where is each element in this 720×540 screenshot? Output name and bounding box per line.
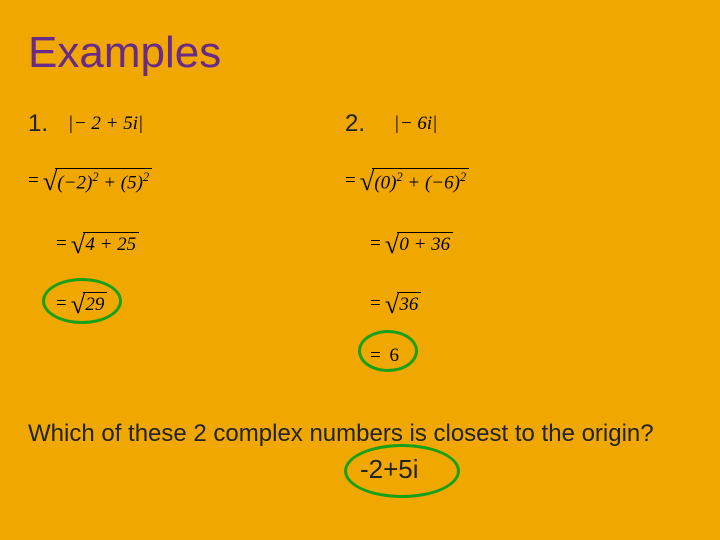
expr-2-inner: − 6 — [400, 113, 427, 135]
expr-1-inner: − 2 + 5 — [74, 113, 133, 135]
expr-2-absolute-value: |− 6i| — [394, 108, 462, 140]
example-number-1: 1. — [28, 110, 48, 138]
col1-step2: = √4 + 25 — [56, 225, 176, 263]
col2-step2: = √0 + 36 — [370, 225, 490, 263]
expr-1-absolute-value: |− 2 + 5i| — [68, 108, 178, 140]
col2-step3-value: 36 — [397, 292, 421, 316]
answer-text: -2+5i — [360, 454, 419, 485]
col2-step2-value: 0 + 36 — [397, 232, 453, 256]
highlight-circle-sqrt29 — [42, 278, 122, 324]
col2-step1: = √(0)2 + (−6)2 — [345, 160, 530, 202]
example-number-2: 2. — [345, 110, 365, 138]
slide-title: Examples — [28, 28, 221, 78]
col1-step2-value: 4 + 25 — [83, 232, 139, 256]
highlight-circle-6 — [358, 330, 418, 372]
col2-step3: = √36 — [370, 286, 450, 322]
col1-step1: = √(−2)2 + (5)2 — [28, 160, 213, 202]
question-text: Which of these 2 complex numbers is clos… — [28, 418, 668, 450]
